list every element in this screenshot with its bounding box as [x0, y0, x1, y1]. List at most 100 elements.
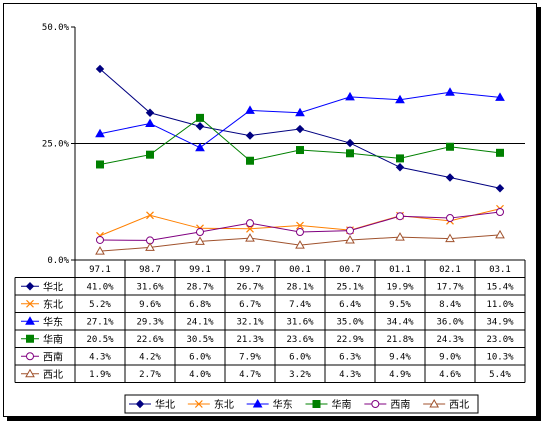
series-name: 西南: [43, 350, 63, 363]
data-label: 6.7%: [239, 300, 261, 310]
triangle-marker: [195, 142, 205, 152]
circle-marker: [496, 208, 504, 217]
data-point: [95, 64, 105, 74]
square-marker: [312, 400, 321, 408]
data-point: [295, 107, 305, 117]
data-point: [446, 214, 454, 223]
row-key-marker: [25, 282, 35, 291]
diamond-marker: [145, 108, 155, 117]
data-label: 7.9%: [239, 352, 261, 362]
data-label: 6.0%: [289, 352, 311, 362]
data-label: 36.0%: [436, 317, 464, 327]
data-label: 4.0%: [189, 370, 211, 380]
data-label: 6.4%: [339, 300, 361, 310]
data-point: [145, 108, 155, 117]
row-key-marker: [26, 352, 34, 361]
triangle-marker: [95, 128, 105, 138]
series-name: 东北: [43, 298, 63, 311]
row-key-marker: [25, 368, 35, 378]
open-triangle-marker: [195, 236, 205, 245]
y-tick-label: 25.0%: [42, 140, 70, 150]
legend-label: 东北: [214, 398, 234, 411]
x-tick-label: 00.7: [339, 265, 361, 275]
data-point: [196, 228, 204, 237]
data-label: 26.7%: [236, 282, 264, 292]
square-marker: [446, 142, 454, 151]
triangle-marker: [445, 87, 455, 96]
data-label: 28.1%: [286, 282, 314, 292]
legend-label: 西北: [449, 399, 469, 411]
diamond-marker: [245, 131, 255, 140]
x-marker: [296, 221, 304, 230]
data-label: 6.3%: [339, 352, 361, 362]
data-point: [296, 221, 304, 230]
data-label: 15.4%: [486, 282, 514, 292]
square-marker: [496, 148, 504, 157]
data-label: 9.5%: [389, 300, 411, 310]
data-point: [395, 163, 405, 172]
data-point: [445, 173, 455, 182]
square-marker: [396, 154, 404, 163]
data-point: [495, 92, 505, 101]
data-label: 23.0%: [486, 335, 514, 345]
data-label: 4.3%: [339, 370, 361, 380]
diamond-marker: [25, 282, 35, 291]
data-label: 22.6%: [136, 335, 164, 345]
data-point: [296, 146, 304, 155]
data-label: 24.3%: [436, 335, 464, 345]
x-marker: [194, 400, 203, 408]
data-label: 34.4%: [386, 317, 414, 327]
series-name: 华南: [43, 333, 63, 346]
triangle-marker: [25, 316, 35, 325]
data-label: 25.1%: [336, 282, 364, 292]
diamond-marker: [295, 124, 305, 134]
legend-marker: [371, 400, 380, 408]
data-label: 30.5%: [186, 335, 214, 345]
triangle-marker: [495, 92, 505, 101]
data-point: [445, 87, 455, 96]
data-point: [195, 236, 205, 245]
data-point: [396, 154, 404, 163]
diamond-marker: [95, 64, 105, 74]
data-point: [246, 219, 254, 228]
data-label: 4.3%: [89, 352, 111, 362]
square-marker: [296, 146, 304, 155]
data-label: 6.0%: [189, 352, 211, 362]
triangle-marker: [395, 94, 405, 104]
legend: 华北 东北 华东 华南 西南 西北: [124, 394, 479, 414]
open-triangle-marker: [95, 246, 105, 255]
triangle-marker: [245, 105, 255, 114]
data-point: [246, 224, 254, 233]
data-label: 4.9%: [389, 370, 411, 380]
series-name: 华北: [43, 280, 63, 293]
data-label: 21.8%: [386, 335, 414, 345]
data-table: 97.1 98.7 99.1 99.7 00.1 00.7 01.1 02.1 03.1 华北 41…: [14, 259, 526, 383]
open-triangle-marker: [429, 398, 440, 408]
data-label: 4.2%: [139, 352, 161, 362]
data-label: 5.2%: [89, 300, 111, 310]
x-tick-label: 00.1: [289, 265, 311, 275]
x-tick-label: 97.1: [89, 265, 111, 275]
y-tick-label: 50.0%: [42, 23, 70, 33]
data-label: 7.4%: [289, 300, 311, 310]
data-label: 31.6%: [286, 317, 314, 327]
data-label: 27.1%: [86, 317, 114, 327]
data-point: [495, 184, 505, 193]
open-triangle-marker: [295, 240, 305, 249]
x-tick-label: 98.7: [139, 265, 161, 275]
data-point: [195, 142, 205, 152]
table-row: 西南 4.3% 4.2% 6.0% 7.9% 6.0% 6.3% 9.4% 9.0% 10.3%: [21, 350, 514, 363]
open-triangle-marker: [245, 233, 255, 242]
triangle-marker: [295, 107, 305, 117]
square-marker: [96, 160, 104, 169]
data-label: 28.7%: [186, 282, 214, 292]
x-tick-label: 99.7: [239, 265, 261, 275]
square-marker: [26, 334, 34, 343]
circle-marker: [446, 214, 454, 223]
data-label: 24.1%: [186, 317, 214, 327]
legend-marker: [252, 398, 263, 408]
data-point: [295, 124, 305, 134]
data-point: [195, 122, 205, 131]
data-label: 5.4%: [489, 370, 511, 380]
